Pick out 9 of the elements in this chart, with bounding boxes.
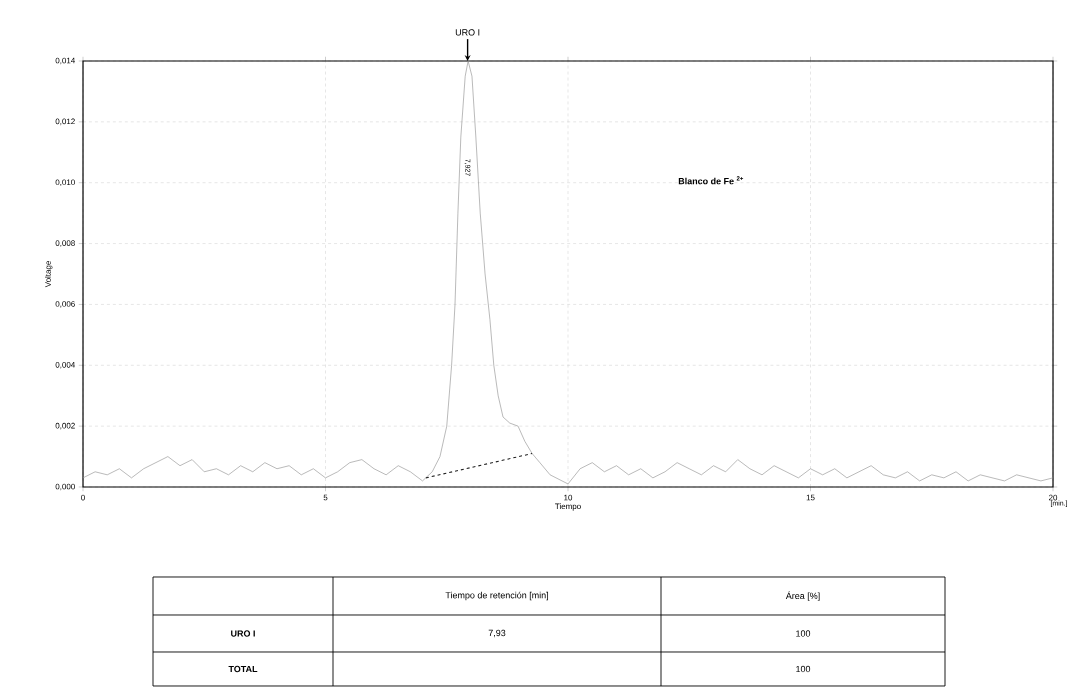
text: TOTAL [228, 665, 258, 673]
text: 7,93 [488, 629, 506, 638]
text: Tiempo de retención [min] [445, 591, 549, 601]
text: URO I [231, 630, 255, 637]
text: Área [%] [785, 591, 820, 601]
text: 100 [796, 630, 811, 637]
annotation: Blanco de Fe $^{2+}$ [678, 176, 744, 185]
text: 100 [796, 665, 811, 673]
annotation: URO I [455, 29, 480, 36]
